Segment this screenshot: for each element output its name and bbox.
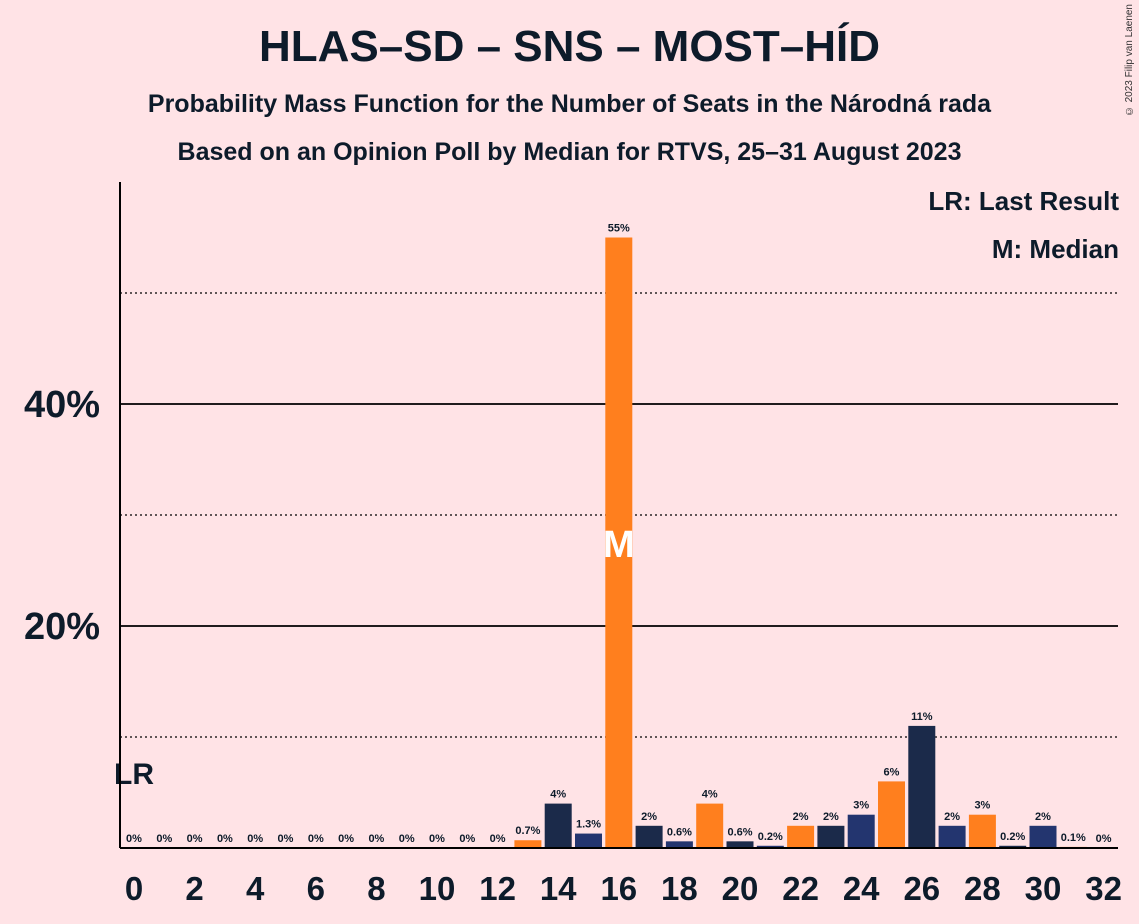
chart-title: HLAS–SD – SNS – MOST–HÍD: [258, 22, 881, 71]
x-tick-label: 22: [782, 870, 819, 907]
x-tick-label: 20: [722, 870, 759, 907]
bar-data-label: 0%: [429, 833, 445, 845]
bar-data-label: 0%: [490, 833, 506, 845]
x-tick-label: 32: [1085, 870, 1122, 907]
bar: [938, 825, 966, 848]
bar: [696, 803, 724, 848]
bar-data-label: 0%: [247, 833, 263, 845]
bar-data-label: 1.3%: [576, 819, 601, 831]
bar-data-label: 0%: [368, 833, 384, 845]
bar: [756, 845, 784, 848]
bar: [1029, 825, 1057, 848]
y-tick-label: 40%: [24, 384, 100, 426]
bar: [575, 833, 602, 848]
bar-data-label: 0.6%: [727, 826, 752, 838]
x-tick-label: 16: [600, 870, 637, 907]
y-tick-label: 20%: [24, 606, 100, 648]
bar: [908, 725, 936, 848]
bar-data-label: 0%: [126, 833, 142, 845]
bar: [968, 814, 996, 848]
x-tick-label: 4: [246, 870, 265, 907]
bar-data-label: 55%: [608, 223, 630, 235]
bar-data-label: 3%: [974, 800, 990, 812]
x-tick-label: 8: [367, 870, 385, 907]
bar-data-label: 2%: [1035, 811, 1051, 823]
bar-data-label: 0.7%: [515, 825, 540, 837]
bar-data-label: 0%: [156, 833, 172, 845]
x-tick-label: 12: [479, 870, 516, 907]
x-tick-label: 10: [419, 870, 456, 907]
x-tick-label: 18: [661, 870, 698, 907]
bar-data-label: 4%: [702, 789, 718, 801]
bar: [544, 803, 572, 848]
bar: [635, 825, 663, 848]
bar-data-label: 0%: [1096, 833, 1112, 845]
x-tick-label: 0: [125, 870, 143, 907]
bar: [726, 841, 754, 848]
bar-data-label: 0%: [187, 833, 203, 845]
bar: [514, 840, 542, 848]
bar: [878, 781, 905, 848]
bar: [787, 825, 815, 848]
bar: [999, 845, 1027, 848]
x-tick-label: 24: [843, 870, 880, 907]
bar-data-label: 0%: [459, 833, 475, 845]
median-marker: M: [603, 524, 635, 566]
bar: [605, 237, 633, 848]
bar-data-label: 0%: [217, 833, 233, 845]
bar-data-label: 0.6%: [667, 826, 692, 838]
bar: [847, 814, 875, 848]
bar-data-label: 2%: [641, 811, 657, 823]
x-tick-label: 30: [1025, 870, 1062, 907]
bar-data-label: 0.1%: [1061, 832, 1086, 844]
bar-data-label: 11%: [911, 711, 933, 723]
x-tick-label: 26: [903, 870, 940, 907]
bar-data-label: 0%: [338, 833, 354, 845]
bar-data-label: 0.2%: [758, 831, 783, 843]
chart-subtitle-1: Probability Mass Function for the Number…: [147, 90, 992, 118]
bar: [817, 825, 845, 848]
chart-subtitle-2: Based on an Opinion Poll by Median for R…: [177, 138, 962, 166]
bar-data-label: 2%: [793, 811, 809, 823]
legend-last-result: LR: Last Result: [928, 186, 1119, 216]
bar-data-label: 4%: [550, 789, 566, 801]
bar-data-label: 0%: [308, 833, 324, 845]
x-tick-label: 2: [185, 870, 203, 907]
x-tick-label: 14: [540, 870, 577, 907]
bar-data-label: 0.2%: [1000, 831, 1025, 843]
bar-data-label: 0%: [278, 833, 294, 845]
bar-data-label: 3%: [853, 800, 869, 812]
bar-data-label: 0%: [399, 833, 415, 845]
x-tick-label: 28: [964, 870, 1001, 907]
bar: [665, 841, 693, 848]
legend-median: M: Median: [991, 234, 1119, 264]
x-tick-label: 6: [307, 870, 325, 907]
bar-data-label: 6%: [884, 766, 900, 778]
bar-data-label: 2%: [823, 811, 839, 823]
bar-data-label: 2%: [944, 811, 960, 823]
